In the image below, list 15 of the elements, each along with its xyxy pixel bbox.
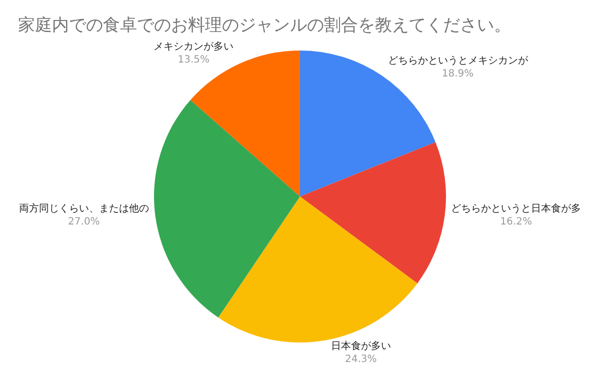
- slice-label: 日本食が多い: [330, 340, 391, 352]
- data-label: 18.9%: [442, 68, 474, 80]
- slice-label: どちらかというとメキシカンが: [388, 55, 529, 66]
- pie-slice: [300, 50, 436, 196]
- chart-title: 家庭内での食卓でのお料理のジャンルの割合を教えてください。: [18, 15, 511, 36]
- pie-slice: [300, 142, 446, 284]
- slice-label: どちらかというと日本食が多: [451, 202, 582, 215]
- data-label: 24.3%: [345, 354, 377, 366]
- data-label: 13.5%: [178, 54, 210, 66]
- data-label: 16.2%: [500, 216, 532, 228]
- slice-label: 両方同じくらい、または他の: [18, 202, 149, 215]
- data-label: 27.0%: [68, 216, 100, 228]
- pie-slice: [154, 100, 300, 318]
- slice-label: メキシカンが多い: [154, 40, 234, 53]
- pie-slice: [218, 196, 418, 342]
